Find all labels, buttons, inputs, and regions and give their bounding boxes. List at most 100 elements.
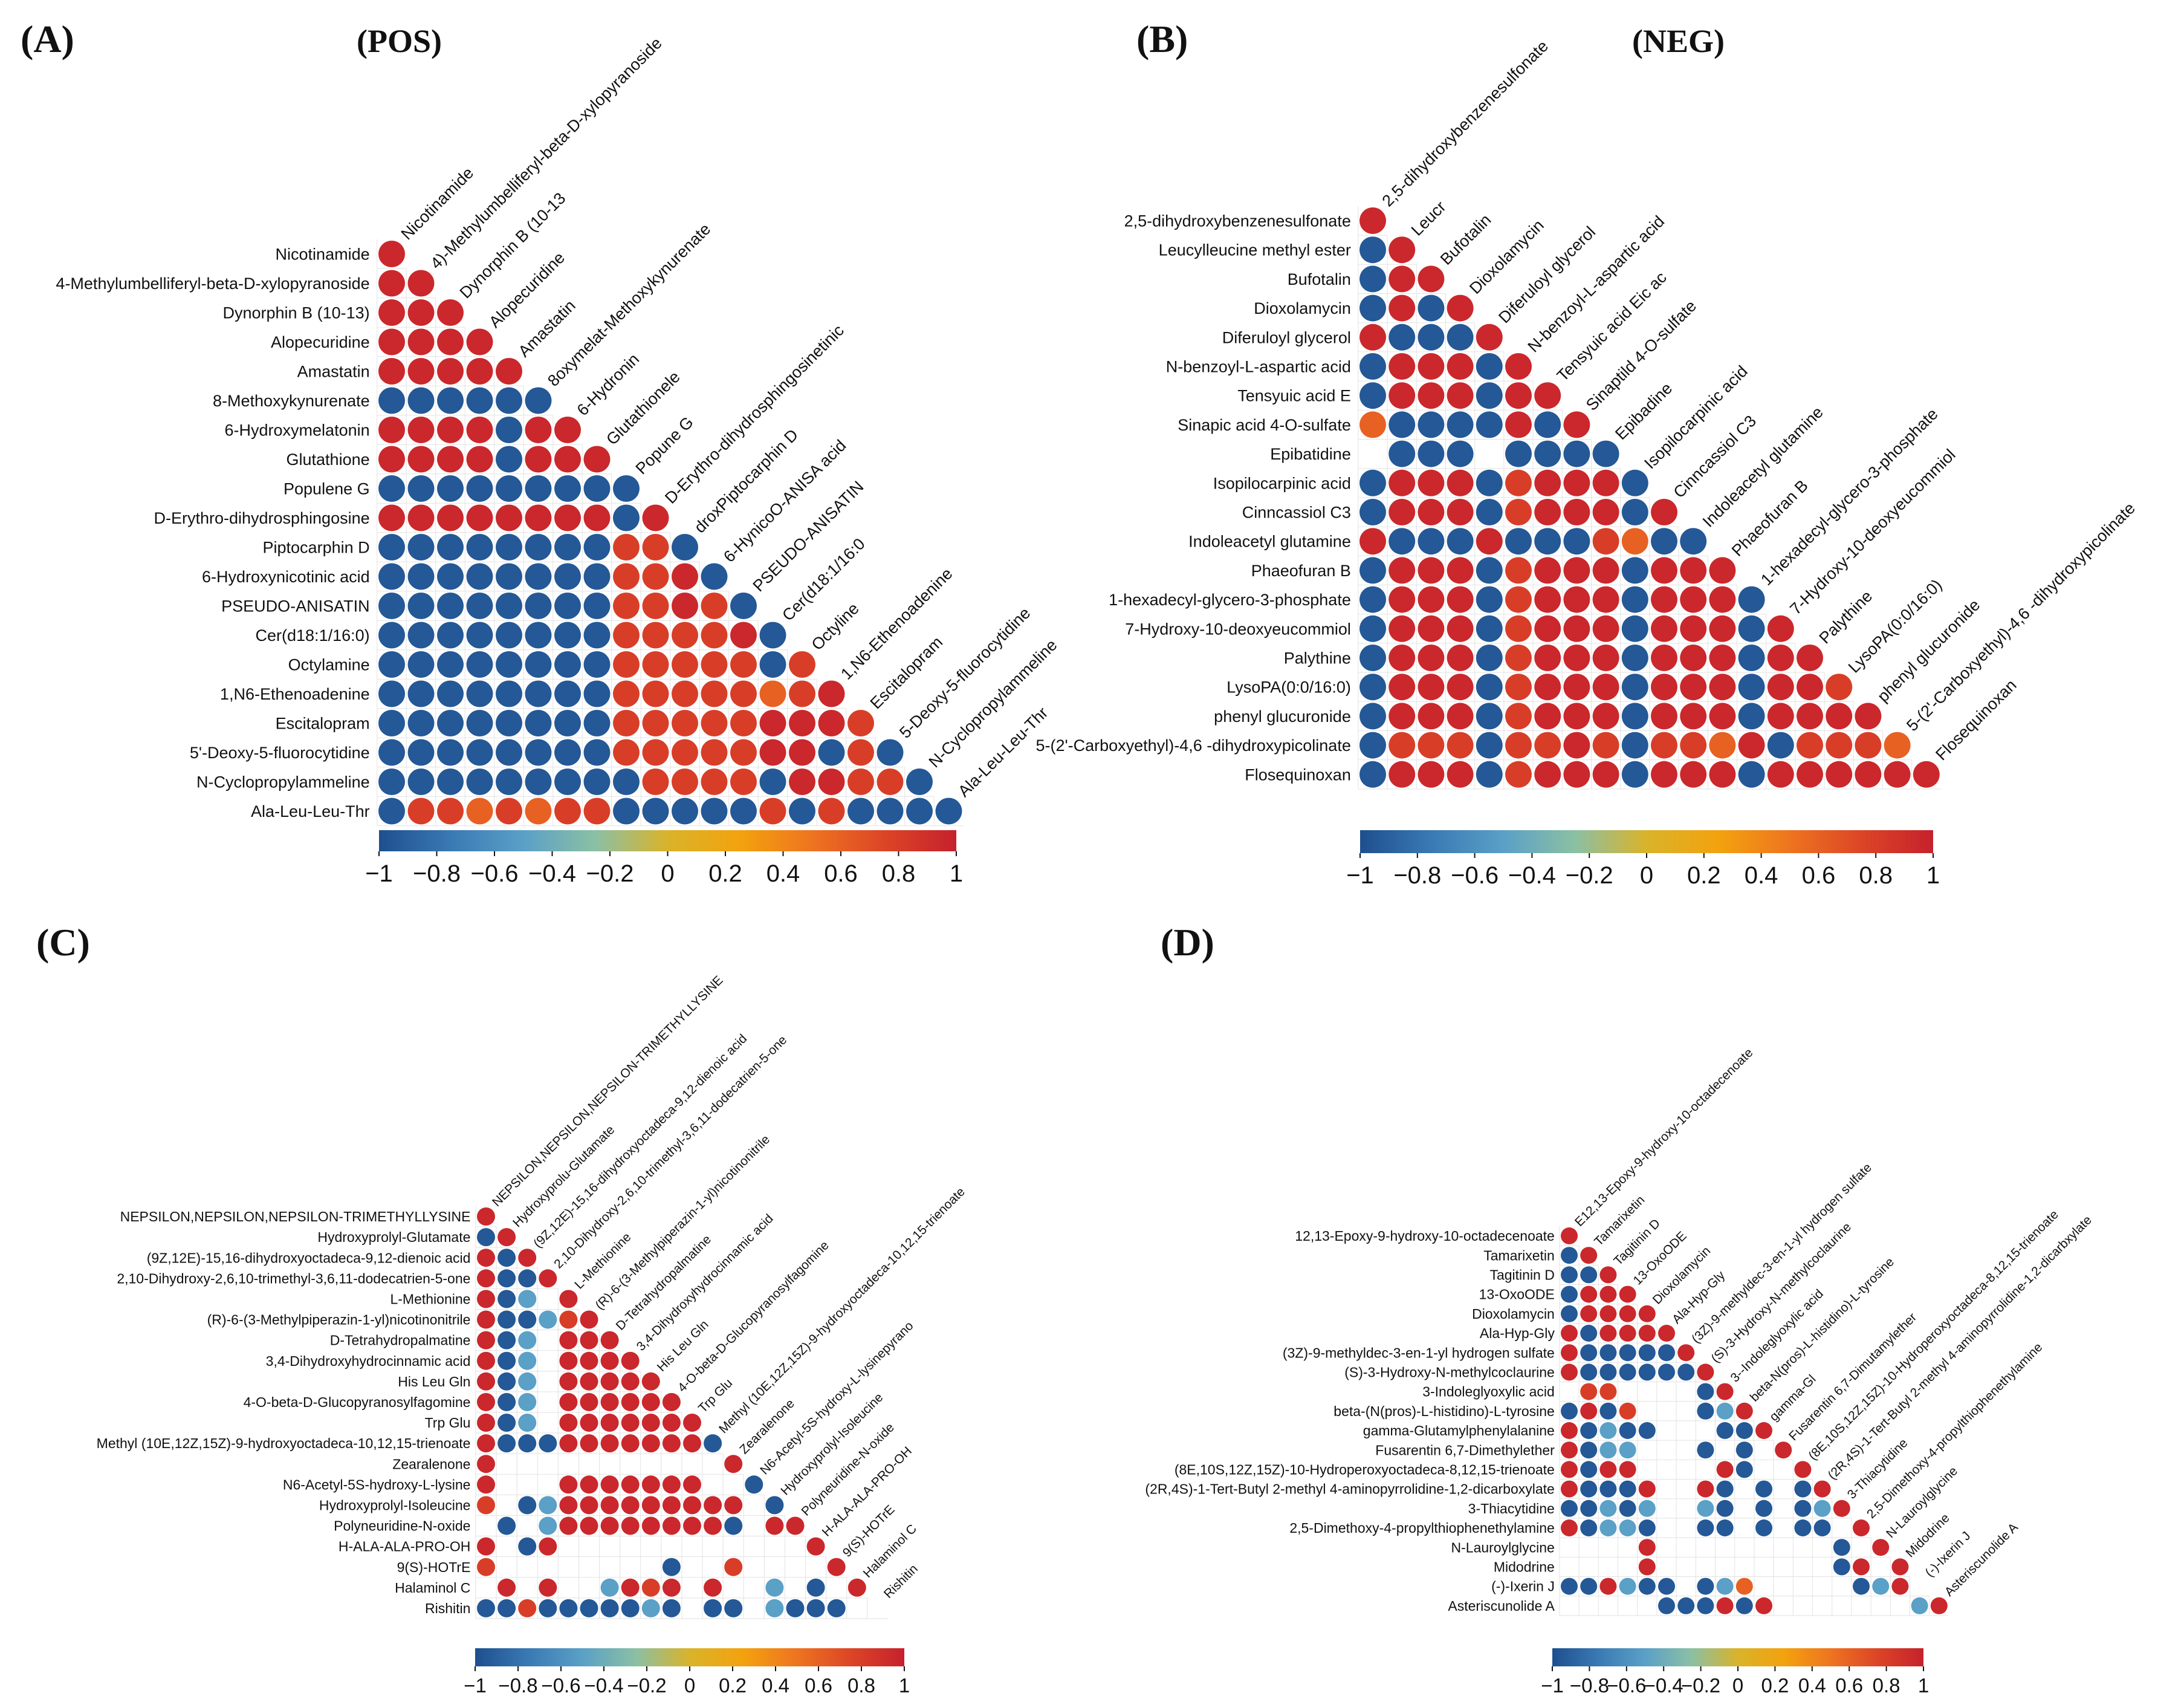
cell-circle	[496, 651, 522, 678]
cell-circle	[378, 622, 405, 649]
column-label: Dynorphin B (10-13	[456, 189, 569, 302]
cell-circle	[1592, 674, 1619, 701]
cell-circle	[642, 798, 669, 825]
cell-circle	[600, 1578, 619, 1597]
cell-circle	[1855, 761, 1882, 788]
cell-circle	[497, 1290, 516, 1308]
cell-circle	[662, 1414, 681, 1432]
colorbar-tick: 0	[1640, 862, 1653, 889]
cell-circle	[641, 1599, 660, 1617]
cell-circle	[1651, 645, 1677, 671]
cell-circle	[1872, 1539, 1890, 1556]
colorbar-tick: −1	[1346, 862, 1374, 889]
cell-circle	[1447, 353, 1474, 380]
cell-circle	[1592, 615, 1619, 642]
cell-circle	[477, 1310, 495, 1329]
cell-circle	[765, 1496, 784, 1515]
cell-circle	[559, 1351, 578, 1370]
cell-circle	[1716, 1461, 1734, 1478]
cell-circle	[437, 563, 464, 590]
cell-circle	[1767, 645, 1794, 671]
row-label: Trp Glu	[425, 1415, 471, 1431]
cell-circle	[1755, 1480, 1772, 1498]
cell-circle	[662, 1475, 681, 1494]
cell-circle	[765, 1516, 784, 1535]
row-label: Halaminol C	[395, 1580, 470, 1596]
cell-circle	[730, 739, 757, 766]
cell-circle	[407, 798, 435, 825]
cell-circle	[1813, 1519, 1831, 1536]
cell-circle	[497, 1434, 516, 1453]
cell-circle	[1767, 674, 1794, 701]
row-label: N-Cyclopropylammeline	[196, 773, 370, 791]
cell-circle	[466, 798, 493, 825]
cell-circle	[559, 1331, 578, 1350]
cell-circle	[1855, 703, 1882, 730]
cell-circle	[613, 739, 640, 766]
cell-circle	[1884, 732, 1911, 759]
cell-circle	[518, 1290, 537, 1308]
cell-circle	[730, 680, 757, 707]
cell-circle	[672, 593, 698, 619]
cell-circle	[477, 1207, 495, 1226]
colorbar-tick: 0.2	[1761, 1674, 1789, 1696]
cell-circle	[580, 1351, 598, 1370]
cell-circle	[1621, 645, 1648, 671]
cell-circle	[642, 622, 669, 649]
colorbar-tick: −0.8	[413, 860, 461, 887]
panel-letter: (C)	[36, 921, 90, 964]
cell-circle	[1359, 353, 1386, 380]
row-label: Indoleacetyl glutamine	[1188, 533, 1351, 551]
row-label: Hydroxyprolyl-Isoleucine	[319, 1497, 471, 1513]
cell-circle	[1619, 1577, 1636, 1595]
cell-circle	[613, 504, 640, 531]
cell-circle	[378, 798, 405, 825]
cell-circle	[1621, 557, 1648, 584]
cell-circle	[525, 622, 552, 649]
row-label: PSEUDO-ANISATIN	[221, 597, 370, 615]
row-label: Palythine	[1284, 649, 1351, 667]
colorbar-tick: −0.6	[1607, 1674, 1646, 1696]
row-label: 12,13-Epoxy-9-hydroxy-10-octadecenoate	[1295, 1228, 1555, 1244]
cell-circle	[600, 1351, 619, 1370]
cell-circle	[1680, 615, 1707, 642]
cell-circle	[1592, 557, 1619, 584]
row-label: Ala-Hyp-Gly	[1480, 1325, 1555, 1341]
row-label: 2,10-Dihydroxy-2,6,10-trimethyl-3,6,11-d…	[117, 1270, 470, 1286]
cell-circle	[1505, 469, 1532, 496]
cell-circle	[1677, 1597, 1695, 1614]
cell-circle	[701, 798, 728, 825]
cell-circle	[477, 1455, 495, 1473]
cell-circle	[466, 417, 493, 443]
cell-circle	[1359, 265, 1386, 293]
cell-circle	[1599, 1441, 1617, 1459]
cell-circle	[1580, 1402, 1598, 1420]
colorbar-tick: 1	[899, 1674, 910, 1696]
cell-circle	[407, 622, 435, 649]
row-label: H-ALA-ALA-PRO-OH	[339, 1539, 471, 1555]
cell-circle	[1592, 528, 1619, 555]
cell-circle	[683, 1434, 701, 1453]
cell-circle	[580, 1599, 598, 1617]
colorbar-tick: −0.6	[1451, 862, 1499, 889]
cell-circle	[407, 504, 435, 531]
cell-circle	[407, 417, 435, 443]
cell-circle	[1767, 703, 1794, 730]
cell-circle	[554, 798, 581, 825]
cell-circle	[497, 1310, 516, 1329]
cell-circle	[724, 1516, 743, 1535]
cell-circle	[1580, 1325, 1598, 1342]
cell-circle	[1697, 1441, 1714, 1459]
cell-circle	[1599, 1363, 1617, 1381]
cell-circle	[906, 768, 933, 795]
cell-circle	[759, 622, 786, 649]
cell-circle	[407, 563, 435, 590]
cell-circle	[378, 241, 405, 267]
grid-lines	[1358, 206, 1941, 790]
cell-circle	[786, 1516, 805, 1535]
cell-circle	[1505, 353, 1532, 380]
cell-circle	[759, 768, 786, 795]
column-label: Diferuloyl glycerol	[1495, 223, 1599, 327]
cell-circle	[559, 1516, 578, 1535]
cell-circle	[1534, 674, 1561, 701]
